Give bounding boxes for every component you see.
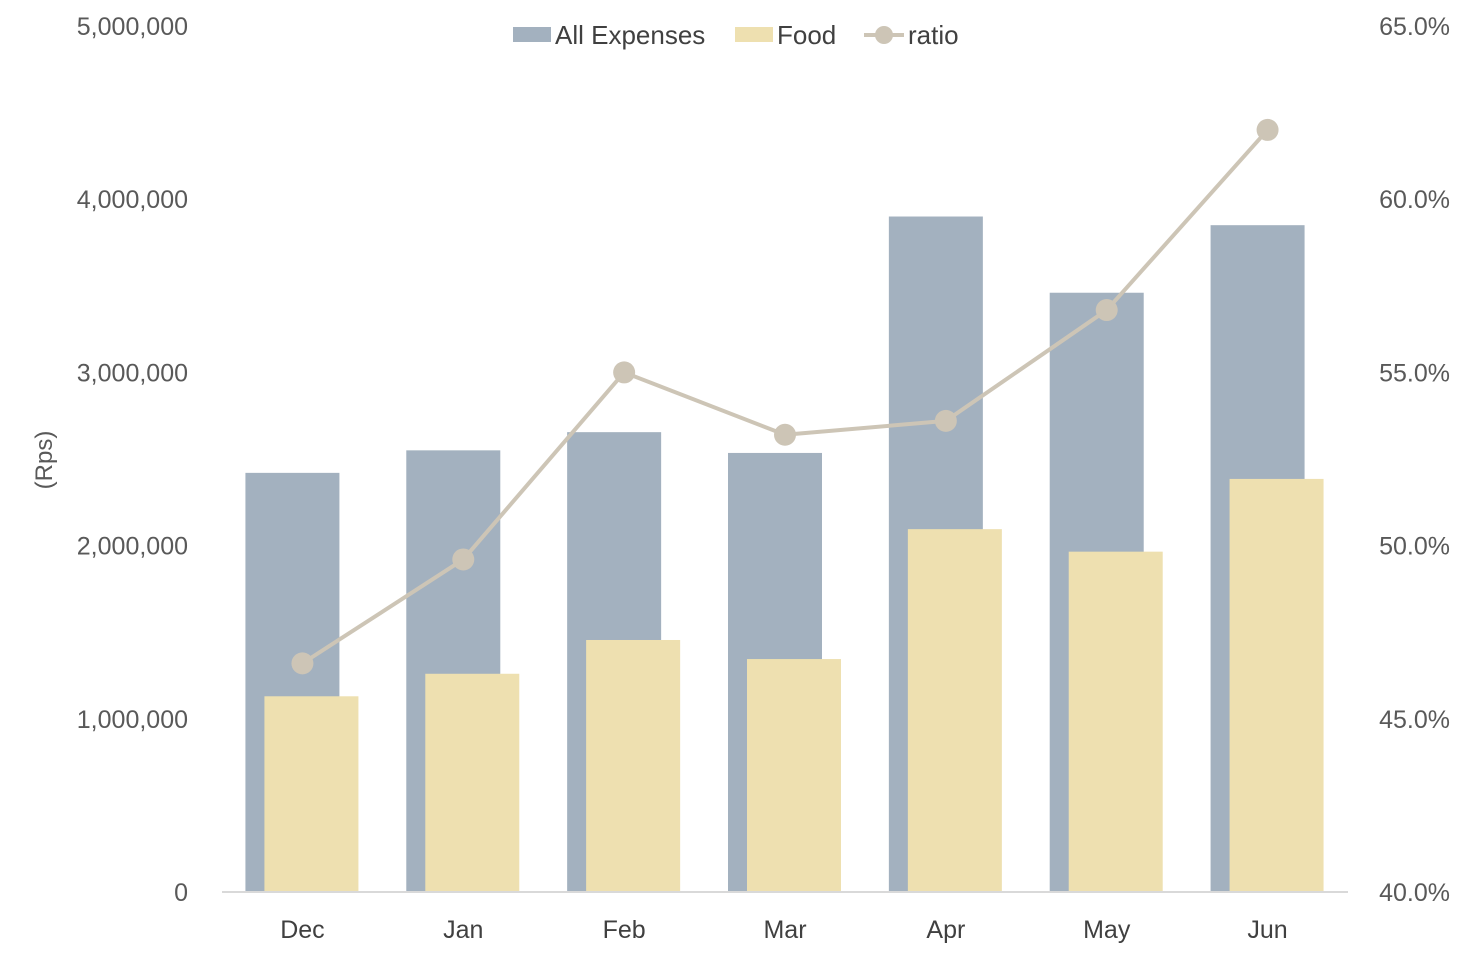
bar-food (1229, 478, 1324, 892)
bar-series (245, 216, 1324, 892)
x-tick-label: May (1083, 916, 1131, 944)
ratio-point (452, 548, 475, 571)
left-tick-label: 3,000,000 (77, 359, 188, 387)
x-tick-label: Dec (280, 916, 324, 944)
bar-food (747, 659, 841, 892)
legend-swatch-food (735, 27, 773, 42)
left-tick-label: 5,000,000 (77, 13, 188, 41)
left-tick-label: 4,000,000 (77, 186, 188, 214)
ratio-point (1095, 299, 1118, 322)
y-axis-title: (Rps) (31, 431, 58, 490)
bar-food (1068, 551, 1163, 892)
right-tick-label: 50.0% (1379, 533, 1450, 561)
legend-swatch-all-expenses (513, 27, 551, 42)
x-tick-label: Apr (926, 916, 965, 944)
left-tick-label: 0 (174, 879, 188, 907)
bar-food (907, 529, 1002, 892)
left-axis-ticks: 0 1,000,000 2,000,000 3,000,000 4,000,000 5,0… (77, 13, 188, 907)
left-tick-label: 2,000,000 (77, 533, 188, 561)
ratio-point (934, 409, 957, 432)
right-tick-label: 65.0% (1379, 13, 1450, 41)
right-axis-ticks: 40.0% 45.0% 50.0% 55.0% 60.0% 65.0% (1379, 13, 1450, 907)
legend-label-ratio: ratio (908, 20, 959, 50)
bar-food (586, 639, 681, 892)
right-tick-label: 60.0% (1379, 186, 1450, 214)
ratio-point (291, 652, 314, 675)
ratio-line-series (291, 118, 1279, 675)
ratio-point (613, 361, 636, 384)
x-tick-label: Jan (443, 916, 483, 944)
right-tick-label: 45.0% (1379, 706, 1450, 734)
legend-marker-ratio (875, 26, 893, 44)
x-tick-label: Feb (603, 916, 646, 944)
legend: All Expenses Food ratio (513, 20, 959, 50)
x-axis-ticks: Dec Jan Feb Mar Apr May Jun (280, 916, 1288, 944)
left-tick-label: 1,000,000 (77, 706, 188, 734)
ratio-point (1256, 118, 1279, 141)
right-tick-label: 55.0% (1379, 359, 1450, 387)
legend-label-food: Food (777, 20, 836, 50)
legend-label-all-expenses: All Expenses (555, 20, 705, 50)
right-tick-label: 40.0% (1379, 879, 1450, 907)
x-tick-label: Jun (1247, 916, 1287, 944)
ratio-point (774, 423, 796, 446)
x-tick-label: Mar (763, 916, 806, 944)
bar-food (425, 673, 520, 892)
bar-food (264, 696, 359, 892)
